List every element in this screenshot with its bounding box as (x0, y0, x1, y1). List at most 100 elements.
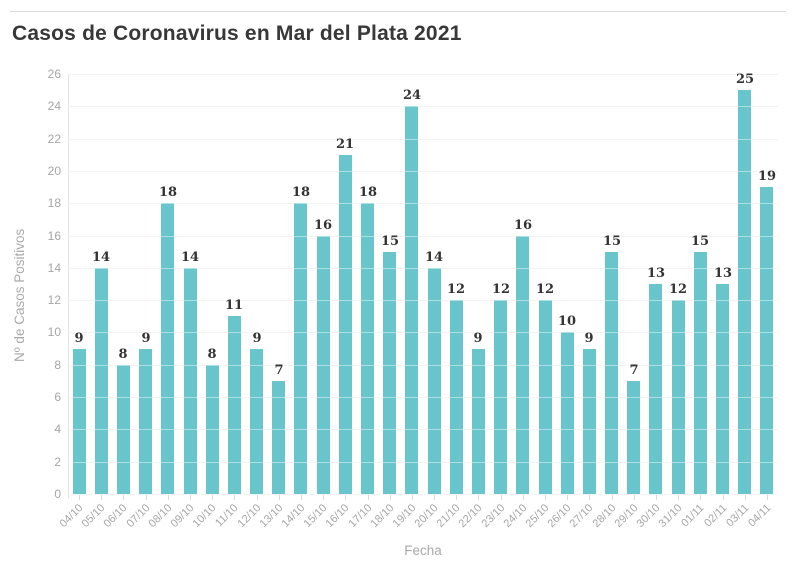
x-tick-mark (634, 495, 635, 500)
x-tick-mark (434, 495, 435, 500)
gridline-overlay (68, 332, 778, 333)
y-tick-label: 24 (47, 99, 61, 113)
bar-value-label: 9 (74, 331, 84, 346)
gridline (68, 300, 778, 301)
y-tick-label: 22 (47, 132, 61, 146)
gridline-overlay (68, 139, 778, 140)
gridline-overlay (68, 365, 778, 366)
bar (716, 284, 729, 494)
x-tick-mark (123, 495, 124, 500)
y-axis-title: Nº de Casos Positivos (12, 228, 27, 362)
gridline (68, 139, 778, 140)
bar (494, 300, 507, 494)
bar (139, 349, 152, 494)
bar (383, 252, 396, 494)
bar-value-label: 9 (141, 331, 151, 346)
bar-value-label: 18 (291, 185, 311, 200)
bar-value-label: 24 (402, 88, 422, 103)
bar (73, 349, 86, 494)
bar-value-label: 19 (757, 169, 777, 184)
bar (605, 252, 618, 494)
x-tick-mark (523, 495, 524, 500)
bar-value-label: 18 (158, 185, 178, 200)
gridline (68, 397, 778, 398)
bar (649, 284, 662, 494)
bar (694, 252, 707, 494)
x-tick-mark (723, 495, 724, 500)
x-tick-mark (545, 495, 546, 500)
bar-value-label: 10 (557, 314, 577, 329)
gridline-overlay (68, 300, 778, 301)
x-axis-title: Fecha (404, 543, 442, 558)
bar (250, 349, 263, 494)
bar (317, 236, 330, 494)
gridline (68, 332, 778, 333)
y-tick-label: 8 (54, 358, 61, 372)
x-tick-mark (478, 495, 479, 500)
bar-value-label: 15 (380, 234, 400, 249)
y-tick-label: 20 (47, 164, 61, 178)
bar-value-label: 15 (602, 234, 622, 249)
x-tick-mark (301, 495, 302, 500)
bar (117, 365, 130, 494)
bar (516, 236, 529, 494)
gridline-overlay (68, 462, 778, 463)
y-tick-label: 10 (47, 325, 61, 339)
x-tick-mark (279, 495, 280, 500)
x-tick-mark (612, 495, 613, 500)
gridline (68, 106, 778, 107)
x-tick-mark (656, 495, 657, 500)
bar (472, 349, 485, 494)
gridline (68, 74, 778, 75)
bar-value-label: 9 (473, 331, 483, 346)
bar-value-label: 8 (118, 347, 128, 362)
gridline (68, 268, 778, 269)
gridline-overlay (68, 397, 778, 398)
y-tick-label: 2 (54, 455, 61, 469)
bar-value-label: 12 (668, 282, 688, 297)
gridline (68, 494, 778, 495)
gridline-overlay (68, 236, 778, 237)
bar-value-label: 13 (646, 266, 666, 281)
bar-value-label: 14 (424, 250, 444, 265)
bar (672, 300, 685, 494)
bar-value-label: 7 (629, 363, 639, 378)
gridline (68, 171, 778, 172)
gridline-overlay (68, 203, 778, 204)
bar (561, 332, 574, 494)
x-tick-mark (234, 495, 235, 500)
bar (184, 268, 197, 494)
bar-value-label: 12 (446, 282, 466, 297)
gridline (68, 365, 778, 366)
bar-value-label: 8 (207, 347, 217, 362)
bar-value-label: 25 (735, 72, 755, 87)
x-tick-mark (146, 495, 147, 500)
bar (339, 155, 352, 494)
bar-value-label: 16 (513, 218, 533, 233)
gridline (68, 203, 778, 204)
x-tick-mark (79, 495, 80, 500)
bar (405, 106, 418, 494)
top-divider (10, 11, 786, 12)
x-tick-mark (390, 495, 391, 500)
bar (428, 268, 441, 494)
y-tick-label: 16 (47, 229, 61, 243)
bar-value-label: 9 (584, 331, 594, 346)
bar-value-label: 18 (358, 185, 378, 200)
x-tick-mark (456, 495, 457, 500)
bar-value-label: 12 (535, 282, 555, 297)
x-tick-mark (678, 495, 679, 500)
bar (272, 381, 285, 494)
gridline-overlay (68, 268, 778, 269)
bar (95, 268, 108, 494)
x-tick-mark (168, 495, 169, 500)
bar-value-label: 14 (180, 250, 200, 265)
bar (206, 365, 219, 494)
y-tick-label: 14 (47, 261, 61, 275)
gridline (68, 236, 778, 237)
bar (361, 203, 374, 494)
bar (583, 349, 596, 494)
bar-value-label: 9 (252, 331, 262, 346)
x-tick-mark (700, 495, 701, 500)
